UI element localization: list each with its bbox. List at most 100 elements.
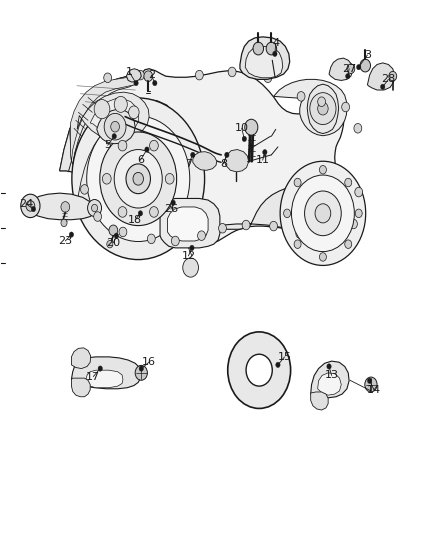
Circle shape [319,165,326,174]
Circle shape [294,240,301,248]
Circle shape [133,172,144,185]
Circle shape [109,225,118,236]
Circle shape [346,74,350,79]
Circle shape [171,236,179,246]
Text: 4: 4 [272,38,279,48]
Polygon shape [71,348,91,368]
Circle shape [296,229,304,238]
Circle shape [219,223,226,233]
Polygon shape [318,373,341,395]
Circle shape [315,204,331,223]
Text: 16: 16 [142,357,156,367]
Circle shape [304,191,341,236]
Circle shape [148,234,155,244]
Circle shape [389,71,397,81]
Text: 20: 20 [106,238,120,247]
Text: 24: 24 [19,199,33,209]
Circle shape [100,132,177,225]
Circle shape [118,140,127,151]
Circle shape [94,100,110,119]
Text: 10: 10 [235,123,249,133]
Text: 12: 12 [181,251,195,261]
Polygon shape [71,378,90,397]
Polygon shape [27,193,96,220]
Polygon shape [311,361,349,398]
Polygon shape [307,84,339,134]
Text: 27: 27 [342,64,356,74]
Circle shape [138,211,143,216]
Text: 15: 15 [278,352,292,362]
Circle shape [102,173,111,184]
Polygon shape [274,79,347,136]
Circle shape [135,366,148,380]
Circle shape [190,245,194,251]
Circle shape [114,96,127,112]
Polygon shape [240,37,290,79]
Circle shape [92,204,98,212]
Circle shape [294,178,301,187]
Circle shape [150,207,158,217]
Circle shape [381,84,385,90]
Polygon shape [329,58,353,80]
Circle shape [61,201,70,212]
Polygon shape [70,75,138,165]
Circle shape [144,71,152,82]
Circle shape [183,258,198,277]
Circle shape [253,42,264,55]
Circle shape [242,136,247,142]
Circle shape [198,231,205,240]
Circle shape [191,152,195,158]
Circle shape [31,206,35,212]
Circle shape [347,64,355,74]
Polygon shape [367,63,395,90]
Text: 28: 28 [381,75,396,84]
Circle shape [367,378,372,383]
Circle shape [104,73,112,83]
Circle shape [345,240,352,248]
Text: 3: 3 [364,50,371,60]
Circle shape [228,332,290,408]
Circle shape [337,224,345,234]
Polygon shape [75,134,97,204]
Circle shape [87,116,190,241]
Polygon shape [77,131,117,217]
Circle shape [126,164,150,193]
Text: 18: 18 [128,215,142,225]
Polygon shape [127,69,141,82]
Circle shape [114,233,119,238]
Circle shape [72,98,205,260]
Circle shape [134,80,138,86]
Circle shape [263,150,267,155]
Circle shape [165,173,174,184]
Polygon shape [86,99,180,219]
Polygon shape [193,152,217,170]
Circle shape [357,64,361,70]
Circle shape [139,366,144,371]
Circle shape [242,220,250,230]
Polygon shape [160,198,220,248]
Text: 26: 26 [164,204,178,214]
Polygon shape [60,69,360,246]
Polygon shape [60,75,138,172]
Circle shape [81,184,88,194]
Circle shape [61,219,67,227]
Polygon shape [224,150,249,172]
Circle shape [118,207,127,217]
Text: 14: 14 [367,385,381,395]
Circle shape [284,209,290,217]
Circle shape [365,377,377,392]
Circle shape [291,175,354,252]
Circle shape [273,51,277,56]
Circle shape [228,67,236,77]
Circle shape [21,194,40,217]
Text: 23: 23 [58,236,72,246]
Circle shape [318,97,325,107]
Polygon shape [311,392,328,410]
Circle shape [145,147,149,152]
Circle shape [350,219,357,229]
Circle shape [119,227,127,237]
Circle shape [195,70,203,80]
Circle shape [94,212,102,221]
Circle shape [104,114,126,140]
Circle shape [111,122,120,132]
